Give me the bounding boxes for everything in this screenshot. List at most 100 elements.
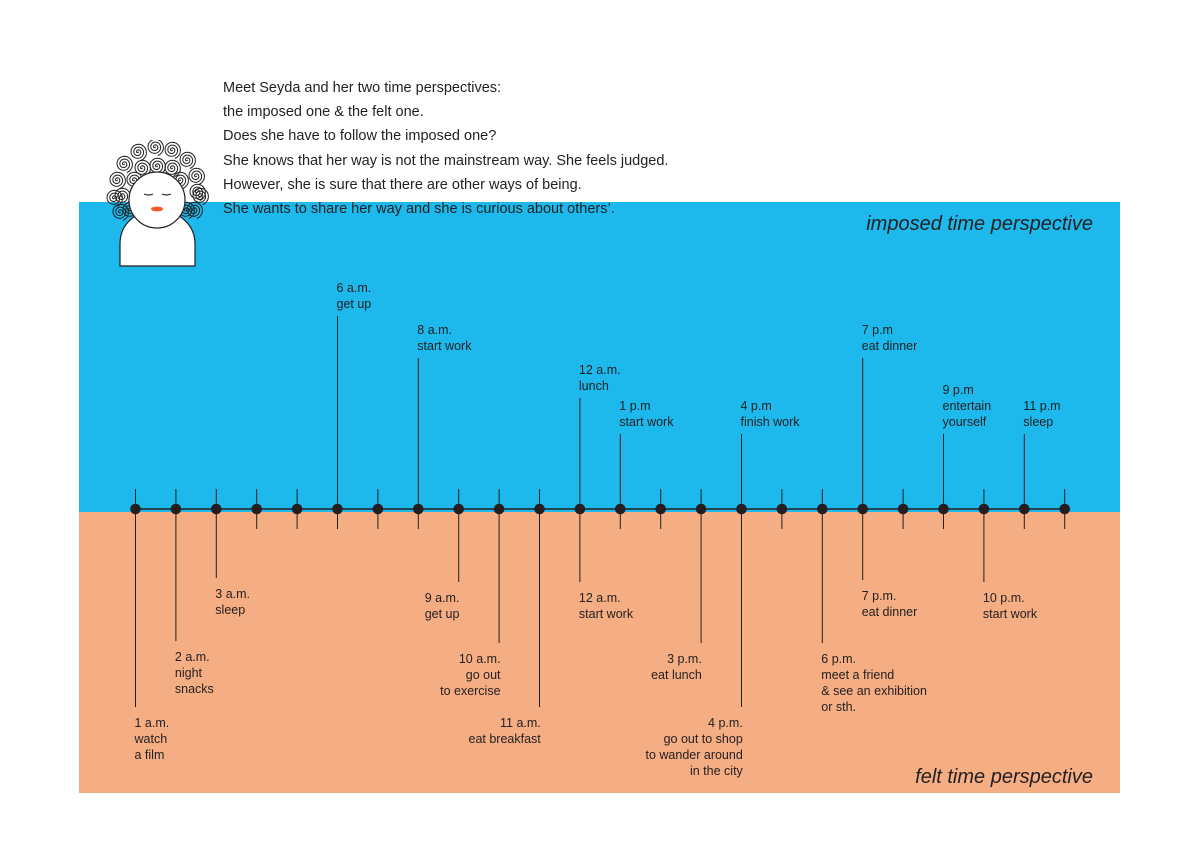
- curl-icon: [164, 159, 181, 178]
- curl-icon: [109, 171, 126, 190]
- event-time: 8 a.m.: [417, 323, 453, 337]
- event-time: 11 p.m: [1023, 399, 1061, 413]
- felt-event-label: 4 p.m. go out to shop to wander around in t…: [646, 715, 743, 779]
- imposed-event-label: 6 a.m. get up: [337, 280, 372, 312]
- event-time: 4 p.m: [740, 399, 772, 413]
- event-activity: sleep: [1023, 415, 1054, 429]
- event-activity: night: [174, 666, 202, 680]
- lips-icon: [151, 206, 163, 212]
- event-time: 10 p.m.: [982, 591, 1025, 605]
- event-time: 10 a.m.: [458, 652, 501, 666]
- felt-event-label: 3 p.m. eat lunch: [651, 651, 702, 683]
- event-activity: sleep: [215, 603, 246, 617]
- felt-event-label: 9 a.m. get up: [425, 590, 460, 622]
- felt-event-label: 10 p.m. start work: [983, 590, 1037, 622]
- imposed-event-label: 8 a.m. start work: [417, 322, 471, 354]
- curl-icon: [106, 189, 123, 208]
- face-icon: [128, 171, 186, 229]
- curl-icon: [172, 171, 189, 190]
- curly-hair-icon: [106, 140, 209, 222]
- event-activity: a film: [134, 748, 165, 762]
- event-activity: or sth.: [821, 700, 857, 714]
- event-activity: start work: [578, 607, 634, 621]
- event-activity: go out to shop: [663, 732, 743, 746]
- hour-dot: [574, 503, 586, 515]
- curl-icon: [134, 159, 151, 178]
- curl-icon: [192, 187, 209, 206]
- event-time: 4 p.m.: [708, 716, 743, 730]
- event-time: 11 a.m.: [500, 716, 541, 730]
- felt-event-label: 2 a.m. night snacks: [175, 649, 214, 697]
- event-activity: to exercise: [440, 684, 501, 698]
- curl-icon: [112, 203, 129, 222]
- imposed-event-label: 11 p.m sleep: [1023, 398, 1060, 430]
- hour-dot: [897, 503, 909, 515]
- event-activity: to wander around: [645, 748, 743, 762]
- event-activity: go out: [465, 668, 501, 682]
- curl-icon: [179, 151, 196, 170]
- event-activity: finish work: [740, 415, 800, 429]
- event-time: 12 a.m.: [578, 363, 621, 377]
- imposed-event-label: 7 p.m eat dinner: [862, 322, 918, 354]
- hour-dot: [130, 503, 141, 515]
- intro-line: She knows that her way is not the mainst…: [223, 152, 669, 169]
- imposed-event-label: 1 p.m start work: [619, 398, 673, 430]
- event-time: 6 a.m.: [336, 281, 372, 295]
- imposed-perspective-title: imposed time perspective: [866, 213, 1093, 235]
- hour-dot: [736, 503, 747, 515]
- intro-line: Meet Seyda and her two time perspectives…: [223, 80, 502, 96]
- imposed-event-label: 9 p.m entertain yourself: [943, 382, 992, 430]
- hour-dot: [655, 503, 666, 515]
- event-activity: snacks: [174, 682, 214, 696]
- felt-event-label: 6 p.m. meet a friend & see an exhibition or…: [821, 651, 927, 715]
- curl-icon: [149, 157, 166, 176]
- event-activity: eat breakfast: [468, 732, 541, 746]
- hour-dot: [938, 503, 949, 515]
- event-time: 2 a.m.: [174, 650, 210, 664]
- event-time: 3 p.m.: [667, 652, 702, 666]
- curl-icon: [116, 155, 133, 174]
- intro-text: Meet Seyda and her two time perspectives…: [223, 76, 668, 221]
- event-activity: start work: [417, 339, 472, 353]
- hour-dot: [817, 503, 828, 515]
- hour-dot: [857, 503, 868, 515]
- curl-icon: [164, 141, 181, 160]
- hour-dot: [170, 503, 182, 515]
- curl-icon: [186, 201, 203, 220]
- event-time: 1 a.m.: [134, 716, 170, 730]
- felt-band: [79, 512, 1120, 793]
- hour-dot: [1059, 503, 1070, 515]
- hour-dot: [211, 503, 222, 515]
- intro-line: the imposed one & the felt one.: [223, 104, 424, 121]
- curl-icon: [126, 171, 143, 190]
- event-activity: eat dinner: [861, 339, 918, 353]
- event-activity: get up: [336, 297, 372, 311]
- event-activity: entertain: [942, 399, 992, 413]
- curl-icon: [147, 140, 164, 157]
- hour-dot: [453, 503, 465, 515]
- event-activity: start work: [619, 415, 674, 429]
- event-activity: meet a friend: [821, 668, 895, 682]
- felt-event-label: 3 a.m. sleep: [215, 586, 250, 618]
- felt-perspective-title: felt time perspective: [915, 766, 1093, 788]
- felt-event-label: 1 a.m. watch a film: [135, 715, 170, 763]
- intro-line: Does she have to follow the imposed one?: [223, 128, 497, 145]
- seyda-avatar: [106, 140, 209, 267]
- event-time: 9 p.m: [942, 383, 974, 397]
- hour-dot: [776, 503, 788, 515]
- imposed-event-label: 12 a.m. lunch: [579, 362, 621, 394]
- curl-icon: [188, 167, 205, 186]
- event-activity: eat dinner: [861, 605, 918, 619]
- event-time: 1 p.m: [619, 399, 651, 413]
- imposed-band: [79, 202, 1120, 512]
- curl-icon: [130, 143, 147, 162]
- event-activity: watch: [134, 732, 168, 746]
- hour-dot: [291, 503, 303, 515]
- hour-dot: [978, 503, 990, 515]
- felt-event-label: 7 p.m. eat dinner: [862, 588, 918, 620]
- event-activity: start work: [982, 607, 1038, 621]
- hour-dot: [493, 503, 505, 515]
- hour-dot: [332, 503, 343, 515]
- intro-line: However, she is sure that there are othe…: [223, 176, 582, 193]
